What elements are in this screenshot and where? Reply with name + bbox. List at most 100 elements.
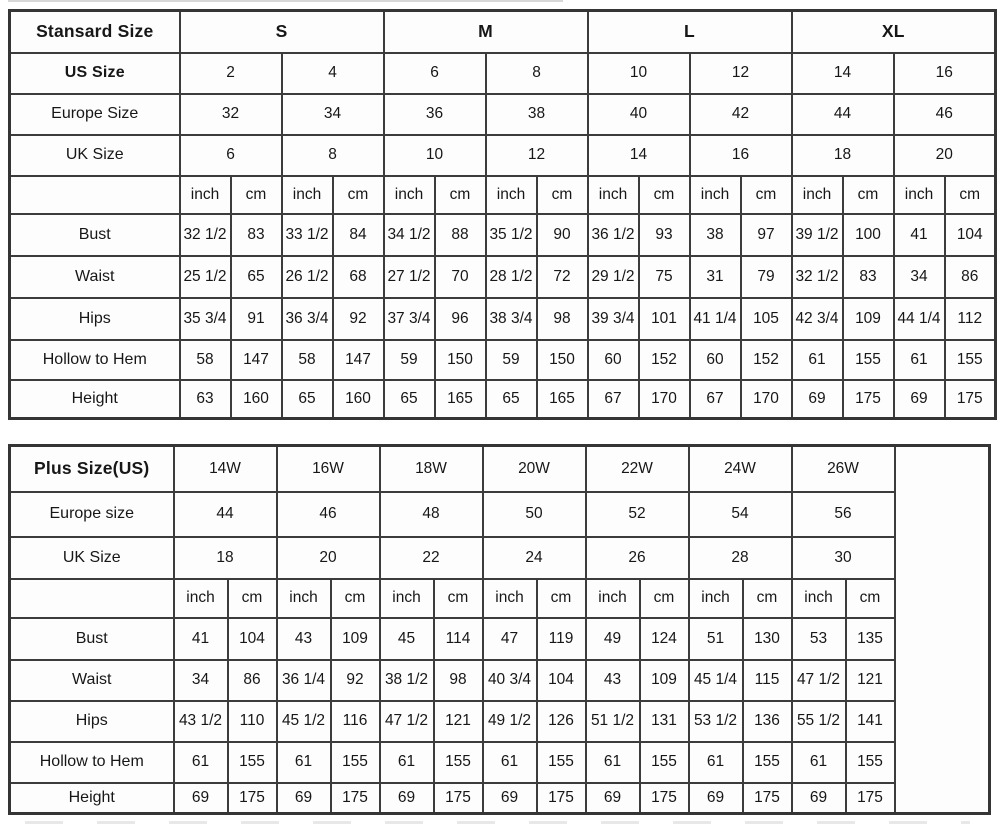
table-row: Europe Size 32 34 36 38 40 42 44 46 bbox=[8, 92, 997, 136]
value-cell: 41 bbox=[892, 212, 946, 257]
size-value-cell: 16 bbox=[892, 51, 997, 95]
size-group-header-cell: 20W bbox=[481, 444, 587, 493]
value-cell: 147 bbox=[229, 338, 283, 381]
value-cell: 90 bbox=[535, 212, 589, 257]
size-value-cell: 18 bbox=[790, 133, 895, 177]
value-cell: 32 1/2 bbox=[178, 212, 232, 257]
unit-header-cell: cm bbox=[535, 174, 589, 215]
value-cell: 115 bbox=[741, 658, 793, 702]
value-cell: 126 bbox=[535, 699, 587, 743]
table-row: inch cm inch cm inch cm inch cm inch cm inch cm inch… bbox=[8, 174, 997, 215]
value-cell: 147 bbox=[331, 338, 385, 381]
value-cell: 98 bbox=[535, 296, 589, 341]
value-cell: 91 bbox=[229, 296, 283, 341]
value-cell: 28 1/2 bbox=[484, 254, 538, 299]
value-cell: 136 bbox=[741, 699, 793, 743]
unit-header-cell: cm bbox=[637, 174, 691, 215]
size-tables-container: Stansard Size S M L XL US Size 2 4 6 8 10 12 14 16 Eur… bbox=[8, 9, 997, 815]
value-cell: 155 bbox=[432, 740, 484, 784]
value-cell: 69 bbox=[584, 781, 641, 815]
value-cell: 61 bbox=[790, 740, 847, 784]
size-group-header-cell: Plus Size(US) bbox=[8, 444, 175, 493]
row-label-cell: Hollow to Hem bbox=[8, 338, 181, 381]
value-cell: 160 bbox=[229, 378, 283, 420]
value-cell: 41 bbox=[172, 616, 229, 661]
table-row: Waist 34 86 36 1/4 92 38 1/2 98 40 3/4 104 43 109 4… bbox=[8, 658, 990, 702]
value-cell: 165 bbox=[433, 378, 487, 420]
value-cell: 86 bbox=[226, 658, 278, 702]
value-cell: 150 bbox=[433, 338, 487, 381]
value-cell: 175 bbox=[535, 781, 587, 815]
value-cell: 61 bbox=[378, 740, 435, 784]
size-value-cell: 48 bbox=[378, 490, 484, 538]
unit-header-cell: inch bbox=[280, 174, 334, 215]
value-cell: 36 3/4 bbox=[280, 296, 334, 341]
unit-header-cell: inch bbox=[178, 174, 232, 215]
size-value-cell: 38 bbox=[484, 92, 589, 136]
value-cell: 100 bbox=[841, 212, 895, 257]
value-cell: 45 bbox=[378, 616, 435, 661]
size-value-cell: 8 bbox=[484, 51, 589, 95]
value-cell: 32 1/2 bbox=[790, 254, 844, 299]
value-cell: 38 1/2 bbox=[378, 658, 435, 702]
value-cell: 114 bbox=[432, 616, 484, 661]
unit-header-cell: cm bbox=[432, 577, 484, 619]
value-cell: 175 bbox=[841, 378, 895, 420]
value-cell: 53 1/2 bbox=[687, 699, 744, 743]
value-cell: 58 bbox=[280, 338, 334, 381]
value-cell: 61 bbox=[275, 740, 332, 784]
cropped-border-artifact-bottom bbox=[25, 821, 970, 824]
size-value-cell: 26 bbox=[584, 535, 690, 580]
row-label-cell: Hips bbox=[8, 296, 181, 341]
unit-header-cell: inch bbox=[584, 577, 641, 619]
row-label-cell: Height bbox=[8, 378, 181, 420]
size-value-cell: 30 bbox=[790, 535, 896, 580]
unit-header-cell: cm bbox=[844, 577, 896, 619]
value-cell: 61 bbox=[790, 338, 844, 381]
size-group-header-cell: 18W bbox=[378, 444, 484, 493]
size-value-cell: 54 bbox=[687, 490, 793, 538]
value-cell: 135 bbox=[844, 616, 896, 661]
value-cell: 61 bbox=[172, 740, 229, 784]
size-value-cell: 34 bbox=[280, 92, 385, 136]
size-value-cell: 40 bbox=[586, 92, 691, 136]
value-cell: 141 bbox=[844, 699, 896, 743]
value-cell: 160 bbox=[331, 378, 385, 420]
table-row: Stansard Size S M L XL bbox=[8, 9, 997, 54]
size-value-cell: 2 bbox=[178, 51, 283, 95]
value-cell: 155 bbox=[535, 740, 587, 784]
size-value-cell: 10 bbox=[586, 51, 691, 95]
row-label-cell: Europe size bbox=[8, 490, 175, 538]
value-cell: 155 bbox=[844, 740, 896, 784]
value-cell: 69 bbox=[687, 781, 744, 815]
value-cell: 68 bbox=[331, 254, 385, 299]
size-group-header-cell: 26W bbox=[790, 444, 896, 493]
unit-header-cell: inch bbox=[790, 577, 847, 619]
value-cell: 59 bbox=[382, 338, 436, 381]
value-cell: 96 bbox=[433, 296, 487, 341]
table-row: Bust 32 1/2 83 33 1/2 84 34 1/2 88 35 1/2 90 36 1… bbox=[8, 212, 997, 257]
value-cell: 40 3/4 bbox=[481, 658, 538, 702]
value-cell: 67 bbox=[586, 378, 640, 420]
standard-size-table: Stansard Size S M L XL US Size 2 4 6 8 10 12 14 16 Eur… bbox=[8, 9, 997, 420]
value-cell: 152 bbox=[739, 338, 793, 381]
value-cell: 59 bbox=[484, 338, 538, 381]
value-cell: 150 bbox=[535, 338, 589, 381]
row-label-cell: Waist bbox=[8, 658, 175, 702]
row-label-cell: Bust bbox=[8, 616, 175, 661]
value-cell: 65 bbox=[229, 254, 283, 299]
value-cell: 84 bbox=[331, 212, 385, 257]
value-cell: 104 bbox=[226, 616, 278, 661]
unit-header-cell: cm bbox=[331, 174, 385, 215]
unit-header-cell: cm bbox=[433, 174, 487, 215]
size-value-cell: 44 bbox=[172, 490, 278, 538]
value-cell: 83 bbox=[229, 212, 283, 257]
value-cell: 45 1/4 bbox=[687, 658, 744, 702]
size-group-header-cell: S bbox=[178, 9, 385, 54]
table-row: UK Size 6 8 10 12 14 16 18 20 bbox=[8, 133, 997, 177]
value-cell: 92 bbox=[329, 658, 381, 702]
value-cell: 34 bbox=[892, 254, 946, 299]
value-cell: 29 1/2 bbox=[586, 254, 640, 299]
unit-header-cell: inch bbox=[687, 577, 744, 619]
